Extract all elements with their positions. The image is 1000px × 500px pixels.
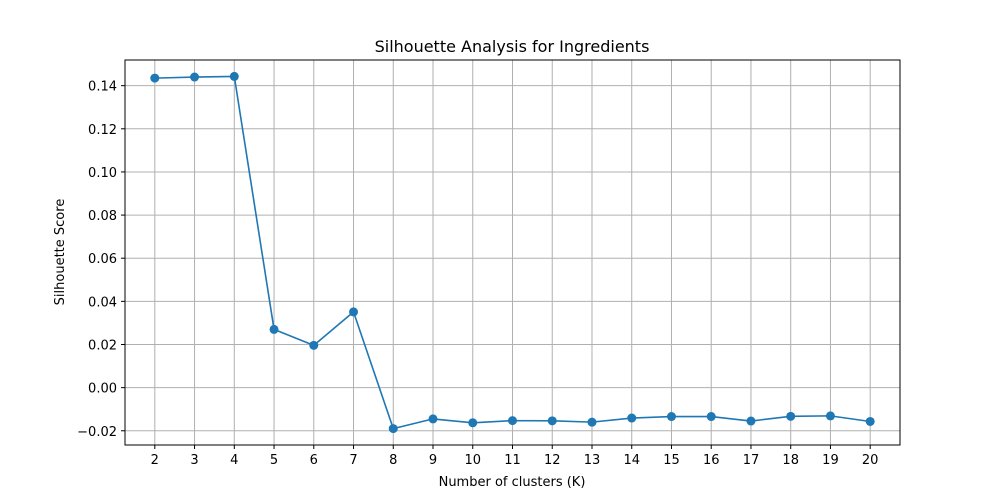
y-axis-title: Silhouette Score [53, 199, 68, 306]
data-point [428, 414, 438, 424]
y-tick-label: 0.10 [88, 166, 117, 181]
data-point [468, 418, 478, 428]
x-axis-title: Number of clusters (K) [439, 475, 586, 490]
data-point [229, 71, 239, 81]
data-point [706, 412, 716, 422]
grid [125, 60, 900, 445]
data-point [865, 416, 875, 426]
y-tick-label: 0.02 [88, 338, 117, 353]
data-point [508, 416, 517, 426]
data-point [627, 413, 637, 423]
y-tick-label: 0.06 [88, 252, 117, 267]
x-tick-label: 2 [151, 453, 159, 468]
data-point [547, 416, 557, 426]
x-tick-label: 14 [623, 453, 640, 468]
x-tick-label: 12 [544, 453, 561, 468]
y-tick-label: −0.02 [77, 425, 117, 440]
data-point [825, 411, 835, 421]
x-tick-label: 10 [464, 453, 481, 468]
y-tick-label: 0.00 [88, 382, 117, 397]
ticks: 2 3 4 5 6 7 8 9 10 11 12 13 14 15 16 17 18 19 20 −0.02 0.00 0… [77, 80, 878, 468]
x-tick-label: 19 [822, 453, 839, 468]
y-tick-label: 0.04 [88, 295, 117, 310]
data-point [666, 412, 676, 422]
data-point [190, 72, 200, 82]
x-tick-label: 4 [230, 453, 238, 468]
data-point [309, 340, 319, 350]
y-tick-label: 0.12 [88, 123, 117, 138]
data-point [786, 411, 796, 421]
series-layer [150, 71, 875, 434]
data-point [587, 417, 597, 427]
x-tick-label: 8 [389, 453, 397, 468]
x-tick-label: 7 [349, 453, 357, 468]
x-tick-label: 18 [782, 453, 799, 468]
y-tick-label: 0.08 [88, 209, 117, 224]
data-point [349, 307, 359, 317]
x-tick-label: 15 [663, 453, 680, 468]
data-point [746, 416, 756, 426]
x-tick-label: 5 [270, 453, 278, 468]
y-tick-label: 0.14 [88, 80, 117, 95]
data-point [388, 424, 398, 434]
x-tick-label: 13 [584, 453, 601, 468]
x-tick-label: 16 [703, 453, 720, 468]
data-point [150, 73, 160, 83]
x-tick-label: 17 [743, 453, 760, 468]
x-tick-label: 20 [862, 453, 879, 468]
x-tick-label: 11 [504, 453, 521, 468]
x-tick-label: 6 [310, 453, 318, 468]
data-point [269, 324, 279, 334]
x-tick-label: 9 [429, 453, 437, 468]
chart-title: Silhouette Analysis for Ingredients [375, 37, 650, 56]
x-tick-label: 3 [190, 453, 198, 468]
